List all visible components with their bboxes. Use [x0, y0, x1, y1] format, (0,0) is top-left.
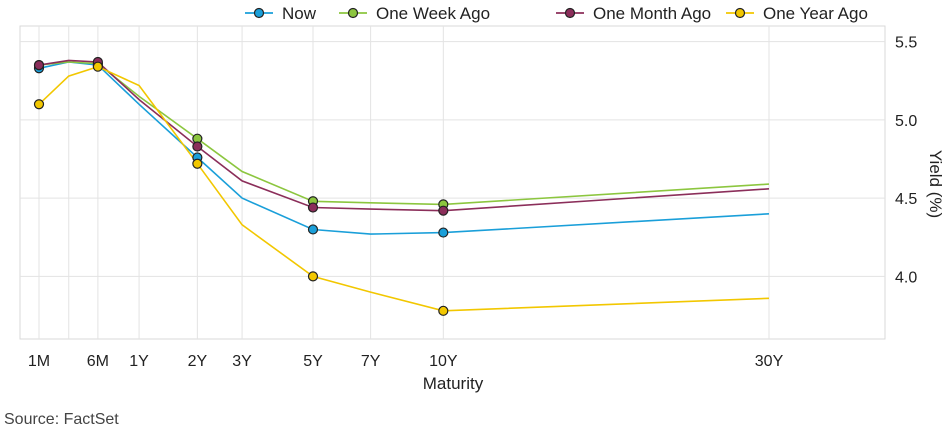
y-axis-title: Yield (%): [926, 150, 945, 218]
x-tick-label: 2Y: [188, 353, 208, 370]
y-axis-ticks: 4.0 4.5 5.0 5.5: [895, 35, 917, 287]
data-point: [307, 224, 319, 235]
series-line: [38, 65, 770, 312]
legend-label: One Month Ago: [593, 4, 711, 23]
series-one-week-ago: [38, 61, 770, 206]
x-tick-label: 30Y: [755, 353, 784, 370]
legend-label: One Year Ago: [763, 4, 868, 23]
legend-item: One Month Ago: [556, 4, 711, 23]
legend-item: Now: [245, 4, 317, 23]
data-point: [192, 141, 203, 152]
series-markers: [33, 56, 449, 216]
series-line: [38, 61, 770, 235]
x-tick-label: 6M: [87, 353, 109, 370]
plot-border: [19, 25, 886, 340]
data-point: [307, 271, 319, 282]
x-tick-label: 5Y: [303, 353, 323, 370]
legend-marker: [734, 7, 746, 19]
series-markers: [33, 60, 449, 238]
x-axis-title: Maturity: [423, 374, 484, 393]
series-line: [38, 61, 770, 206]
legend-marker: [253, 7, 265, 19]
data-point: [92, 61, 103, 72]
series-one-month-ago: [38, 59, 770, 212]
legend-item: One Year Ago: [726, 4, 868, 23]
yield-curve-chart: 4.0 4.5 5.0 5.5 1M 6M 1Y 2Y 3Y 5Y 7Y 10Y 30Y Now One…: [19, 4, 945, 393]
legend-label: One Week Ago: [376, 4, 490, 23]
data-point: [438, 205, 449, 216]
series-now: [38, 61, 770, 235]
series-markers: [33, 58, 449, 210]
y-tick-label: 5.5: [895, 35, 917, 52]
x-tick-label: 1M: [28, 353, 50, 370]
data-point: [192, 158, 203, 169]
legend: Now One Week Ago One Month Ago One Year Ago: [245, 4, 868, 23]
y-tick-label: 4.5: [895, 191, 917, 208]
series-markers: [33, 61, 449, 316]
x-tick-label: 1Y: [129, 353, 149, 370]
x-tick-label: 3Y: [232, 353, 252, 370]
source-note: Source: FactSet: [4, 411, 119, 428]
data-point: [438, 227, 449, 238]
x-tick-label: 7Y: [361, 353, 381, 370]
x-tick-label: 10Y: [429, 353, 458, 370]
data-point: [33, 60, 45, 71]
series-line: [38, 59, 770, 212]
x-axis-ticks: 1M 6M 1Y 2Y 3Y 5Y 7Y 10Y 30Y: [28, 353, 784, 370]
y-tick-label: 5.0: [895, 113, 917, 130]
legend-item: One Week Ago: [339, 4, 490, 23]
data-point: [307, 202, 319, 213]
series-layer: [33, 56, 770, 316]
plot-frame: [19, 25, 886, 340]
data-point: [438, 305, 449, 316]
series-one-year-ago: [38, 65, 770, 312]
gridlines: [20, 26, 885, 339]
data-point: [33, 99, 45, 110]
legend-marker: [564, 7, 576, 19]
y-tick-label: 4.0: [895, 269, 917, 286]
legend-label: Now: [282, 4, 317, 23]
legend-marker: [347, 7, 359, 19]
